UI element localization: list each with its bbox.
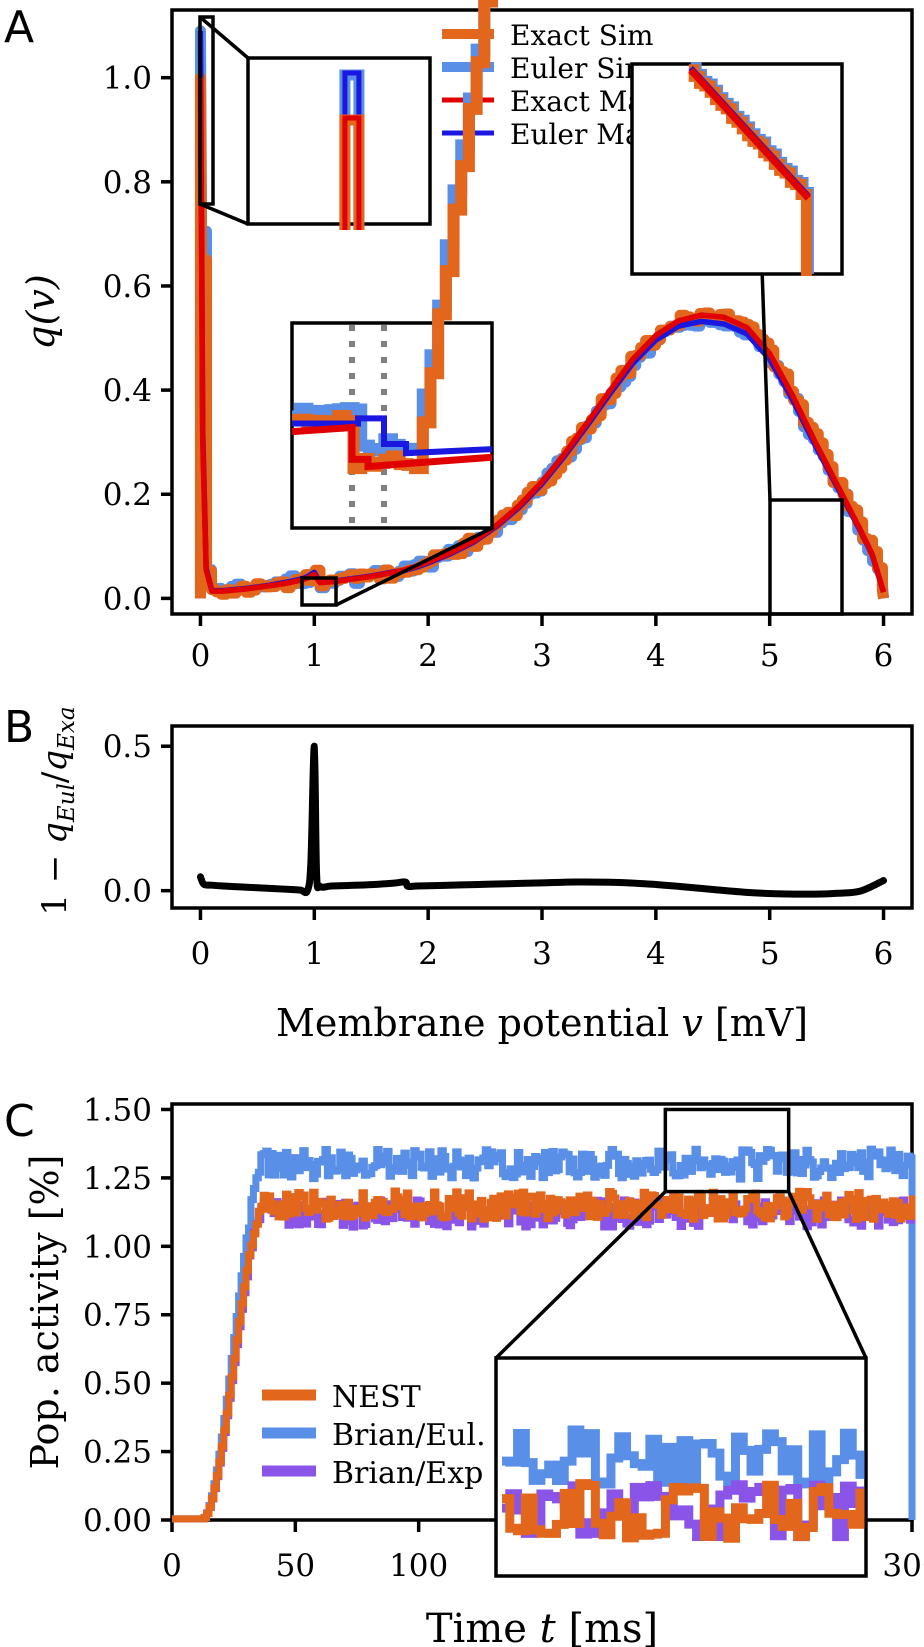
panel-a-x-tick-label: 4 (646, 638, 666, 674)
panel-b-ratio-curve (196, 742, 888, 898)
panel-c-y-tick-label: 1.50 (83, 1092, 152, 1128)
panel-c-x-label: Time t [ms] (426, 1606, 658, 1647)
panel-a-y-tick-label: 1.0 (103, 61, 152, 97)
panel-c-legend-label: NEST (332, 1380, 421, 1415)
panel-a-x-tick-label: 6 (874, 638, 894, 674)
panel-a-inset1-exact-markov (342, 115, 362, 230)
panel-a-svg: 0.0 0.2 0.4 0.6 0.8 1.0 0 1 2 3 4 5 6 q(v) Exact SimEu… (19, 0, 914, 674)
panel-b-svg: 0.0 0.5 0 1 2 3 4 5 6 1 − qEul/qExa Membrane poten… (35, 706, 914, 1045)
panel-a-x-tick-label: 0 (191, 638, 211, 674)
panel-a-x-tick-label: 5 (760, 638, 780, 674)
panel-a-inset2-euler-markov (292, 415, 493, 457)
panel-c-x-tick-label: 100 (389, 1548, 448, 1584)
panel-a-y-tick-label: 0.4 (103, 373, 152, 409)
panel-a-inset3-connector (760, 273, 772, 501)
panel-a-inset2-source-box (300, 576, 338, 607)
panel-a-y-tick-label: 0.2 (103, 477, 152, 513)
panel-c-x-tick-label: 0 (162, 1548, 182, 1584)
panel-a-legend-label: Exact Sim (510, 19, 653, 52)
panel-b-x-tick-label: 0 (191, 936, 211, 972)
svg-text:Pop. activity [%]: Pop. activity [%] (23, 1155, 67, 1470)
panel-c-inset-brian-euler (502, 1425, 865, 1489)
panel-b-y-label: 1 − qEul/qExa (35, 706, 80, 915)
svg-text:1 − qEul/qExa: 1 − qEul/qExa (35, 706, 80, 915)
panel-c-y-tick-label: 0.25 (83, 1435, 152, 1471)
panel-c-y-label: Pop. activity [%] (23, 1155, 67, 1470)
panel-b-y-tick-label: 0.5 (103, 729, 152, 765)
panel-c-x-tick-label: 300 (882, 1548, 924, 1584)
panel-c-trace-brian-euler (172, 1145, 916, 1523)
panel-a-x-tick-label: 2 (418, 638, 438, 674)
panel-c-y-tick-label: 0.00 (83, 1503, 152, 1539)
panel-b-x-tick-label: 1 (304, 936, 324, 972)
panel-a-legend-label: Euler Sim (510, 52, 651, 85)
panel-a-inset2-exact-markov (291, 423, 493, 471)
panel-c-chart: 0.000.250.500.751.001.251.50050100150200… (0, 1090, 924, 1647)
panel-b-letter: B (4, 702, 35, 753)
panel-b-y-tick-label: 0.0 (103, 874, 152, 910)
panel-c-inset-nest (502, 1479, 865, 1543)
panel-c-y-tick-label: 1.00 (83, 1229, 152, 1265)
panel-a-inset3-exact-markov (688, 67, 811, 201)
panel-b-x-tick-label: 5 (760, 936, 780, 972)
panel-b-chart: 0.0 0.5 0 1 2 3 4 5 6 1 − qEul/qExa Membrane poten… (0, 690, 924, 1090)
panel-a-x-tick-label: 1 (304, 638, 324, 674)
panel-a-inset1-source-box (198, 15, 215, 206)
panel-a-y-label: q(v) (19, 274, 63, 349)
panel-c-y-tick-label: 0.75 (83, 1298, 152, 1334)
panel-a-chart: 0.0 0.2 0.4 0.6 0.8 1.0 0 1 2 3 4 5 6 q(v) Exact Sim Eu… (0, 0, 924, 700)
panel-b-x-label: Membrane potential v [mV] (276, 1001, 808, 1045)
panel-a-letter: A (4, 2, 35, 53)
panel-c-inset-source-box (663, 1107, 791, 1194)
panel-c-inset-connector (494, 1190, 868, 1360)
panel-c-y-tick-label: 1.25 (83, 1161, 152, 1197)
panel-c-x-tick-label: 50 (276, 1548, 315, 1584)
panel-a-x-tick-label: 3 (532, 638, 552, 674)
panel-a-y-tick-label: 0.6 (103, 269, 152, 305)
panel-c-y-tick-label: 0.50 (83, 1366, 152, 1402)
panel-c-legend-label: Brian/Eul. (332, 1418, 486, 1453)
panel-a-y-tick-label: 0.0 (103, 581, 152, 617)
panel-c-svg: 0.000.250.500.751.001.251.50050100150200… (23, 1092, 924, 1647)
panel-b-x-tick-label: 3 (532, 936, 552, 972)
panel-b-x-tick-label: 6 (874, 936, 894, 972)
panel-a-y-tick-label: 0.8 (103, 165, 152, 201)
panel-a-inset1-connector (198, 15, 250, 226)
panel-a-inset3-source-box (768, 498, 844, 616)
svg-text:q(v): q(v) (19, 274, 63, 349)
panel-b-x-tick-label: 4 (646, 936, 666, 972)
panel-a-inset1-box (246, 56, 432, 226)
panel-c-letter: C (4, 1096, 35, 1147)
panel-a-inset2-connector (335, 526, 493, 607)
panel-b-x-tick-label: 2 (418, 936, 438, 972)
